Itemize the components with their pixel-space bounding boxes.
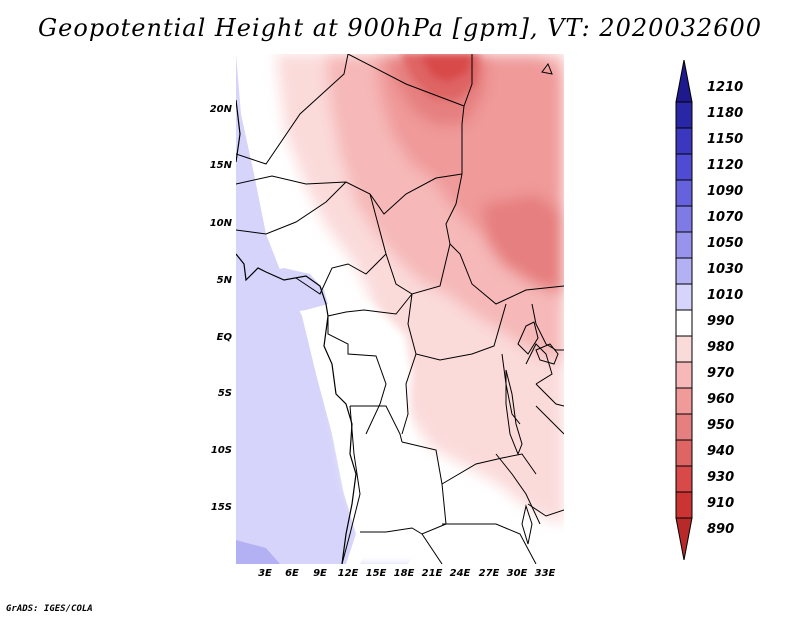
colorbar-label: 1030 [707, 262, 744, 277]
colorbar-segment [675, 283, 693, 311]
colorbar-segment [675, 491, 693, 519]
lon-label-12e: 12E [337, 568, 359, 579]
lon-label-24e: 24E [449, 568, 471, 579]
colorbar-segment [675, 413, 693, 441]
lon-label-21e: 21E [421, 568, 443, 579]
lat-label-15s: 15S [210, 502, 232, 513]
lat-label-5n: 5N [216, 275, 232, 286]
colorbar-segment [675, 257, 693, 285]
colorbar-segment [675, 153, 693, 181]
colorbar-label: 1050 [707, 236, 744, 251]
lon-label-33e: 33E [534, 568, 556, 579]
colorbar-label: 1090 [707, 184, 744, 199]
lon-label-27e: 27E [478, 568, 500, 579]
country-borders [236, 54, 564, 564]
colorbar-label: 1210 [707, 80, 744, 95]
colorbar-segment [675, 60, 693, 103]
colorbar-segment [675, 309, 693, 337]
colorbar-label: 1150 [707, 132, 744, 147]
lat-label-eq: EQ [216, 332, 232, 343]
colorbar-label: 960 [707, 392, 735, 407]
lat-label-5s: 5S [217, 388, 232, 399]
colorbar-label: 910 [707, 496, 735, 511]
lat-label-15n: 15N [209, 160, 232, 171]
lon-label-6e: 6E [285, 568, 299, 579]
shading-930 [420, 54, 472, 82]
lat-label-20n: 20N [209, 104, 232, 115]
colorbar-label: 930 [707, 470, 735, 485]
colorbar-label: 1120 [707, 158, 744, 173]
colorbar-segment [675, 179, 693, 207]
colorbar-label: 890 [707, 522, 735, 537]
map-canvas [236, 54, 564, 564]
colorbar-segment [675, 335, 693, 363]
colorbar-label: 940 [707, 444, 735, 459]
lon-label-18e: 18E [393, 568, 415, 579]
shading-950-east [482, 194, 564, 294]
colorbar-label: 990 [707, 314, 735, 329]
lon-label-9e: 9E [313, 568, 327, 579]
shading-1010-gulf [236, 268, 328, 324]
colorbar-label: 1010 [707, 288, 744, 303]
colorbar [675, 60, 693, 560]
lon-label-3e: 3E [258, 568, 272, 579]
lon-label-30e: 30E [506, 568, 528, 579]
shading-990-interior [318, 300, 450, 564]
colorbar-label: 950 [707, 418, 735, 433]
colorbar-segment [675, 361, 693, 389]
map-title: Geopotential Height at 900hPa [gpm], VT:… [38, 14, 762, 42]
colorbar-segment [675, 465, 693, 493]
lon-label-15e: 15E [365, 568, 387, 579]
grads-credit: GrADS: IGES/COLA [6, 604, 93, 614]
colorbar-label: 1070 [707, 210, 744, 225]
colorbar-segment [675, 205, 693, 233]
colorbar-segment [675, 517, 693, 560]
coastline [236, 99, 357, 564]
colorbar-segment [675, 387, 693, 415]
colorbar-label: 970 [707, 366, 735, 381]
colorbar-segment [675, 127, 693, 155]
shading-1030-corner [236, 540, 280, 564]
map-panel [236, 54, 564, 564]
colorbar-segment [675, 439, 693, 467]
lakes [505, 62, 559, 545]
lat-label-10n: 10N [209, 218, 232, 229]
colorbar-label: 980 [707, 340, 735, 355]
colorbar-segment [675, 231, 693, 259]
colorbar-segment [675, 101, 693, 129]
colorbar-label: 1180 [707, 106, 744, 121]
lat-label-10s: 10S [210, 445, 232, 456]
